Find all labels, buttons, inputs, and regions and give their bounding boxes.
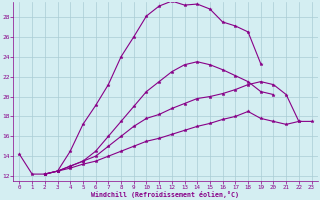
X-axis label: Windchill (Refroidissement éolien,°C): Windchill (Refroidissement éolien,°C) bbox=[92, 191, 239, 198]
